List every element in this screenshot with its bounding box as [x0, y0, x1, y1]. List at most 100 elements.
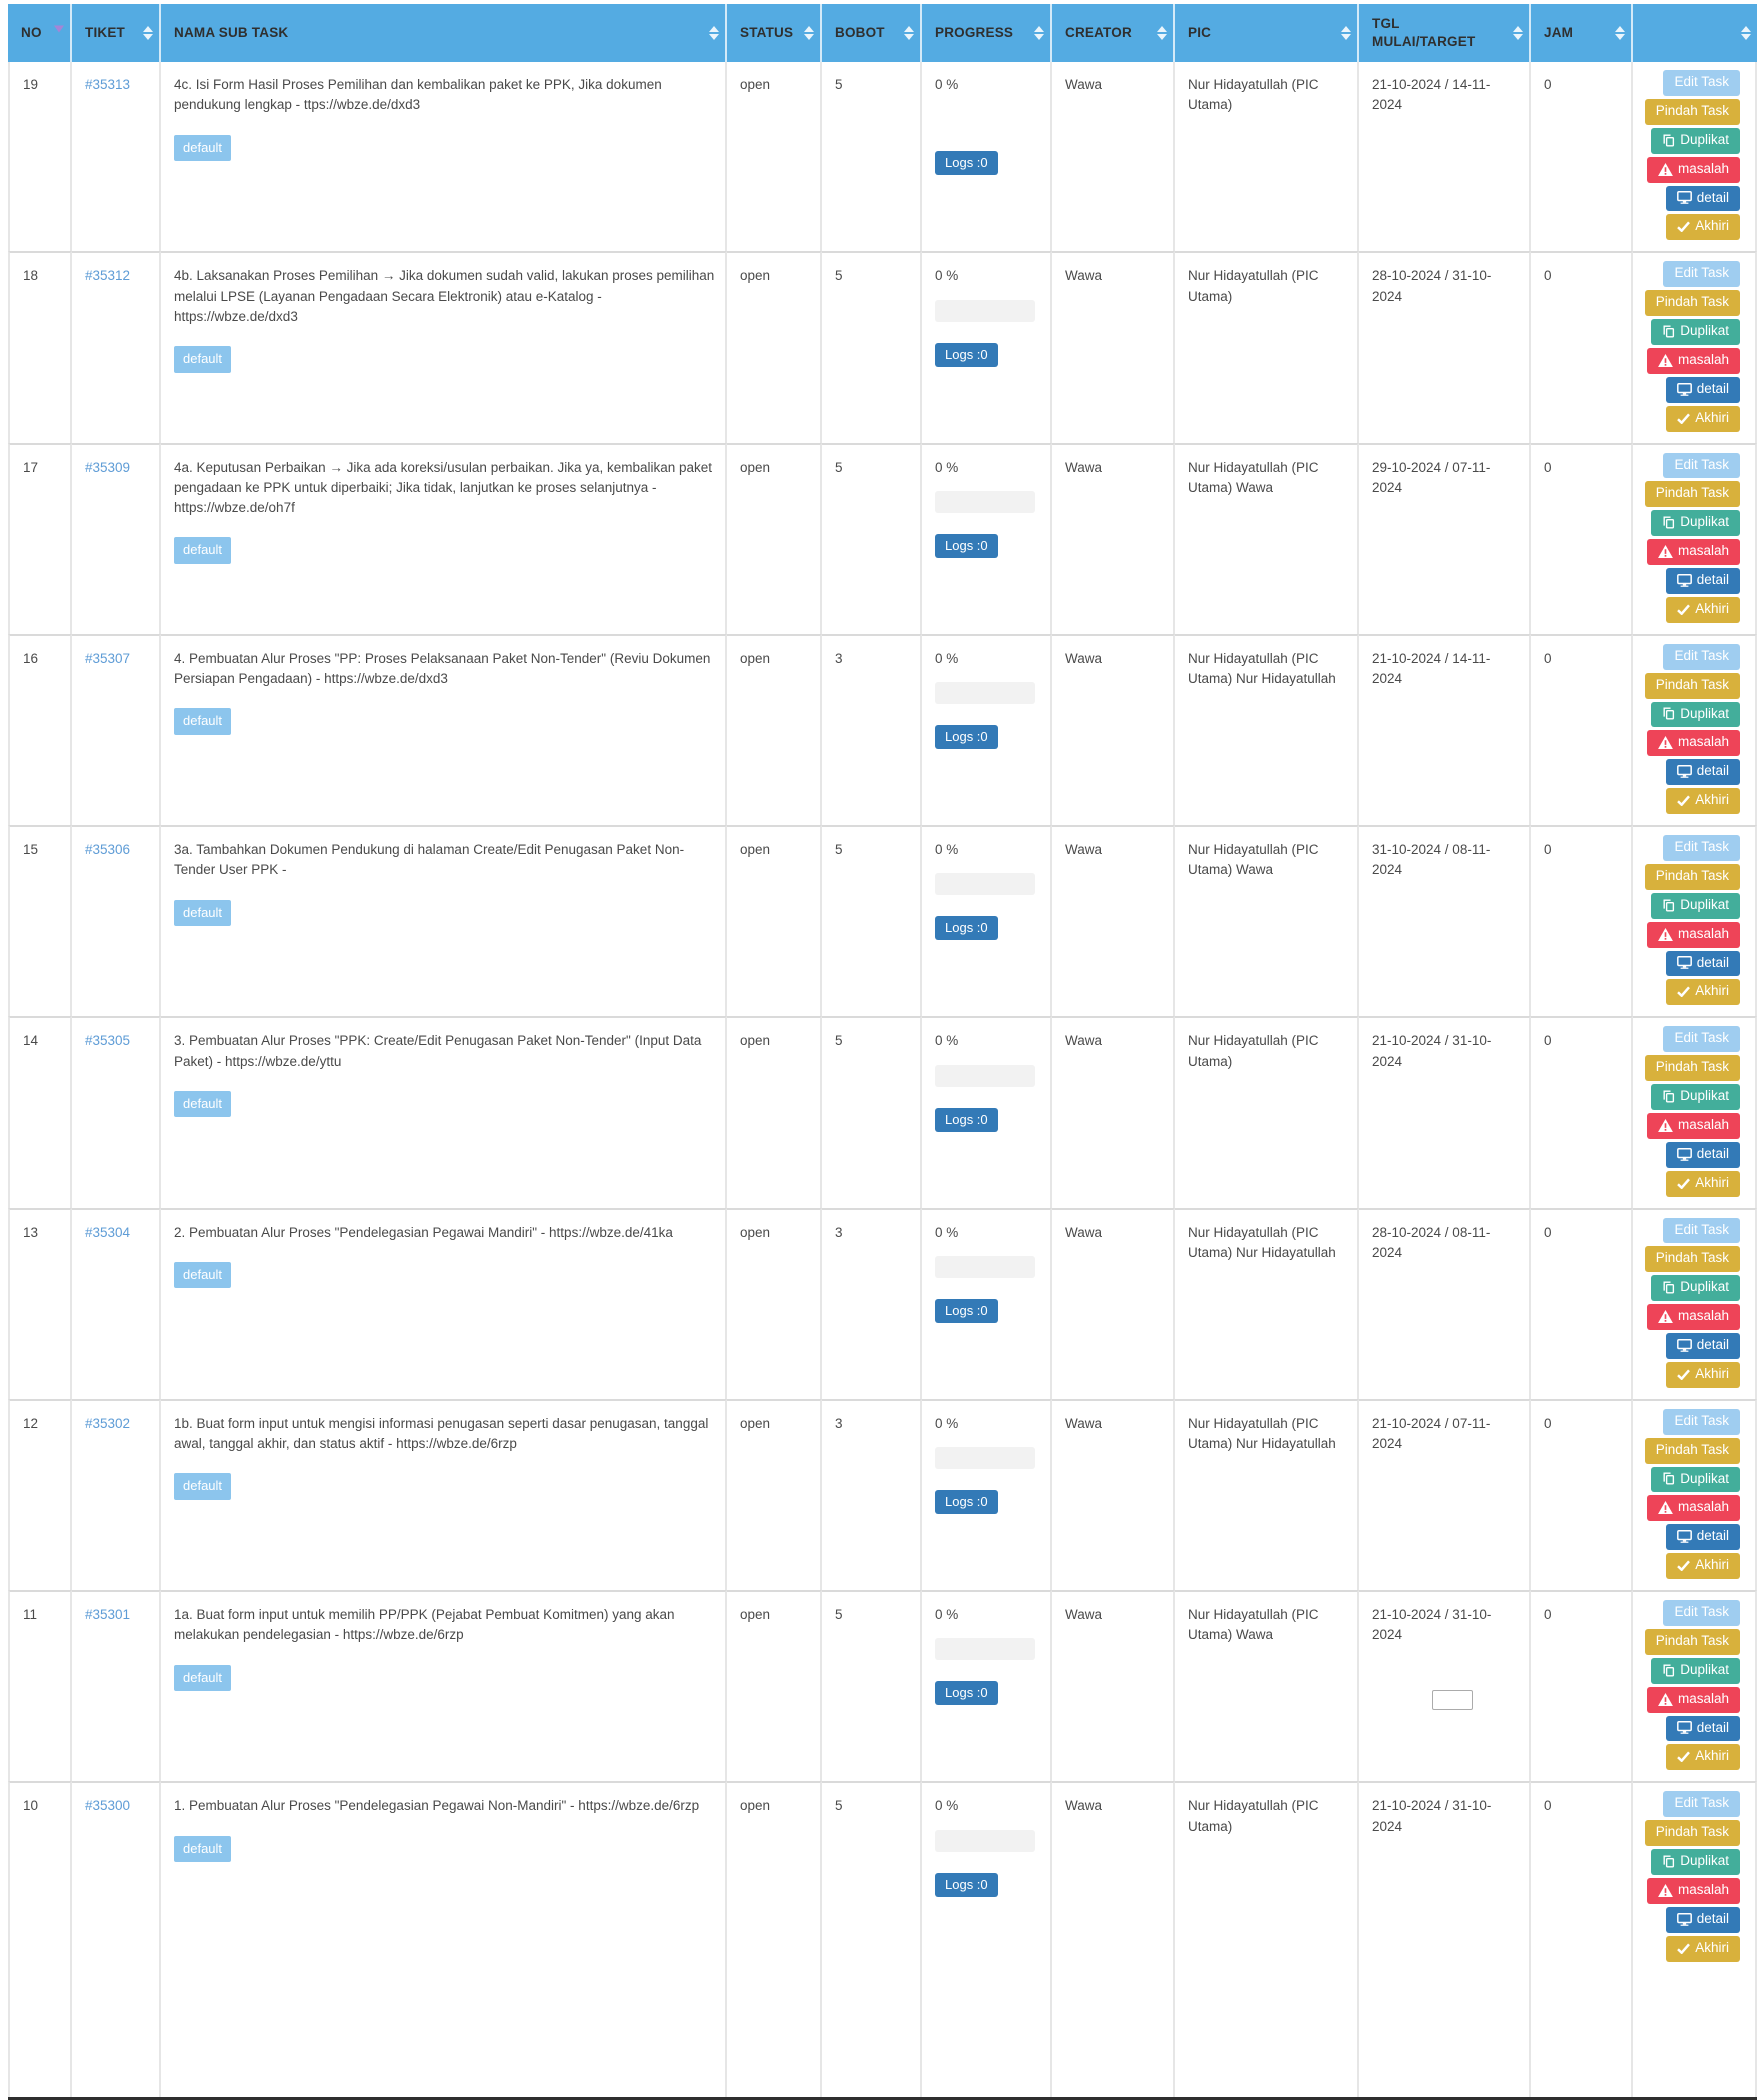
detail-button[interactable]: detail — [1665, 950, 1740, 977]
cell-bobot: 5 — [822, 251, 922, 443]
monitor-icon — [1676, 1912, 1692, 1926]
logs-button[interactable]: Logs :0 — [935, 1872, 998, 1897]
detail-button[interactable]: detail — [1665, 1524, 1740, 1551]
akhiri-button[interactable]: Akhiri — [1666, 979, 1740, 1006]
detail-button[interactable]: detail — [1665, 568, 1740, 594]
ticket-link[interactable]: #35306 — [85, 842, 131, 857]
akhiri-button[interactable]: Akhiri — [1666, 788, 1740, 814]
ticket-link[interactable]: #35313 — [85, 77, 131, 92]
pindah-task-button[interactable]: Pindah Task — [1644, 1628, 1740, 1655]
pindah-task-button[interactable]: Pindah Task — [1644, 1246, 1740, 1273]
logs-button[interactable]: Logs :0 — [935, 1107, 998, 1132]
akhiri-button[interactable]: Akhiri — [1666, 596, 1740, 623]
logs-button[interactable]: Logs :0 — [935, 151, 998, 176]
masalah-button[interactable]: masalah — [1646, 1112, 1740, 1139]
ticket-link[interactable]: #35309 — [85, 459, 131, 475]
akhiri-button[interactable]: Akhiri — [1666, 1553, 1740, 1579]
edit-task-button[interactable]: Edit Task — [1663, 643, 1740, 670]
edit-task-button[interactable]: Edit Task — [1663, 1026, 1740, 1053]
akhiri-button[interactable]: Akhiri — [1666, 1935, 1740, 1962]
akhiri-button[interactable]: Akhiri — [1666, 1361, 1740, 1388]
detail-button[interactable]: detail — [1665, 185, 1740, 212]
detail-button[interactable]: detail — [1665, 376, 1740, 403]
akhiri-button[interactable]: Akhiri — [1666, 1170, 1740, 1197]
masalah-button[interactable]: masalah — [1646, 1686, 1740, 1713]
masalah-button[interactable]: masalah — [1646, 921, 1740, 948]
column-header-actions[interactable] — [1633, 4, 1757, 62]
detail-button[interactable]: detail — [1665, 1333, 1740, 1359]
logs-button[interactable]: Logs :0 — [935, 533, 998, 558]
cell-no: 15 — [8, 825, 72, 1017]
ticket-link[interactable]: #35304 — [85, 1224, 131, 1240]
logs-button[interactable]: Logs :0 — [935, 725, 998, 749]
duplikat-button[interactable]: Duplikat — [1651, 127, 1740, 154]
duplikat-button[interactable]: Duplikat — [1651, 701, 1740, 728]
masalah-button[interactable]: masalah — [1646, 1495, 1740, 1522]
logs-button[interactable]: Logs :0 — [935, 916, 998, 941]
duplikat-button[interactable]: Duplikat — [1651, 1084, 1740, 1110]
logs-button[interactable]: Logs :0 — [935, 342, 998, 367]
edit-task-button[interactable]: Edit Task — [1663, 70, 1740, 96]
logs-button[interactable]: Logs :0 — [935, 1298, 998, 1323]
duplikat-button[interactable]: Duplikat — [1651, 1466, 1740, 1493]
column-header-creator[interactable]: CREATOR — [1052, 4, 1175, 62]
pindah-task-button[interactable]: Pindah Task — [1644, 1820, 1740, 1846]
ticket-link[interactable]: #35302 — [85, 1415, 131, 1431]
column-header-tiket[interactable]: TIKET — [72, 4, 161, 62]
pindah-task-button[interactable]: Pindah Task — [1644, 290, 1740, 316]
duplikat-button[interactable]: Duplikat — [1651, 1275, 1740, 1302]
edit-task-button[interactable]: Edit Task — [1663, 1217, 1740, 1244]
duplikat-button[interactable]: Duplikat — [1651, 319, 1740, 345]
masalah-button[interactable]: masalah — [1646, 1304, 1740, 1330]
cell-status: open — [727, 442, 822, 634]
duplikat-button[interactable]: Duplikat — [1651, 1849, 1740, 1875]
edit-task-button[interactable]: Edit Task — [1663, 261, 1740, 288]
ticket-link[interactable]: #35300 — [85, 1798, 131, 1814]
masalah-button[interactable]: masalah — [1646, 347, 1740, 374]
column-header-progress[interactable]: PROGRESS — [922, 4, 1052, 62]
detail-button[interactable]: detail — [1665, 1141, 1740, 1168]
duplikat-button[interactable]: Duplikat — [1651, 1657, 1740, 1684]
pindah-task-button[interactable]: Pindah Task — [1644, 672, 1740, 699]
edit-task-button[interactable]: Edit Task — [1663, 1408, 1740, 1435]
akhiri-button[interactable]: Akhiri — [1666, 405, 1740, 432]
column-header-no[interactable]: NO — [8, 4, 72, 62]
masalah-button[interactable]: masalah — [1646, 156, 1740, 183]
column-header-bobot[interactable]: BOBOT — [822, 4, 922, 62]
cell-creator: Wawa — [1052, 442, 1175, 634]
edit-task-button[interactable]: Edit Task — [1663, 1600, 1740, 1626]
detail-button[interactable]: detail — [1665, 1906, 1740, 1933]
pagination-partial-button[interactable] — [1432, 1690, 1473, 1710]
edit-task-button[interactable]: Edit Task — [1663, 452, 1740, 479]
edit-task-button[interactable]: Edit Task — [1663, 835, 1740, 861]
ticket-link[interactable]: #35312 — [85, 268, 131, 284]
detail-button[interactable]: detail — [1665, 1715, 1740, 1742]
duplikat-button[interactable]: Duplikat — [1651, 510, 1740, 537]
logs-button[interactable]: Logs :0 — [935, 1490, 998, 1514]
akhiri-button[interactable]: Akhiri — [1666, 214, 1740, 241]
logs-button[interactable]: Logs :0 — [935, 1681, 998, 1706]
masalah-button[interactable]: masalah — [1646, 539, 1740, 565]
default-badge: default — [174, 708, 232, 735]
pindah-task-button[interactable]: Pindah Task — [1644, 481, 1740, 508]
column-header-pic[interactable]: PIC — [1175, 4, 1359, 62]
column-header-tgl-mulai-target[interactable]: TGL MULAI/TARGET — [1359, 4, 1531, 62]
column-header-jam[interactable]: JAM — [1531, 4, 1633, 62]
detail-button[interactable]: detail — [1665, 759, 1740, 786]
column-header-status[interactable]: STATUS — [727, 4, 822, 62]
masalah-button[interactable]: masalah — [1646, 1877, 1740, 1904]
pindah-task-button[interactable]: Pindah Task — [1644, 1055, 1740, 1081]
duplikat-button[interactable]: Duplikat — [1651, 892, 1740, 919]
akhiri-button[interactable]: Akhiri — [1666, 1744, 1740, 1771]
ticket-link[interactable]: #35305 — [85, 1033, 131, 1049]
column-header-nama-sub-task[interactable]: NAMA SUB TASK — [161, 4, 727, 62]
edit-task-button[interactable]: Edit Task — [1663, 1791, 1740, 1818]
pindah-task-button[interactable]: Pindah Task — [1644, 98, 1740, 125]
pindah-task-button[interactable]: Pindah Task — [1644, 1437, 1740, 1464]
masalah-button[interactable]: masalah — [1646, 730, 1740, 757]
ticket-link[interactable]: #35307 — [85, 650, 131, 666]
pindah-task-button[interactable]: Pindah Task — [1644, 863, 1740, 890]
sort-icon — [1615, 26, 1625, 40]
ticket-link[interactable]: #35301 — [85, 1607, 131, 1622]
cell-jam: 0 — [1531, 62, 1633, 252]
